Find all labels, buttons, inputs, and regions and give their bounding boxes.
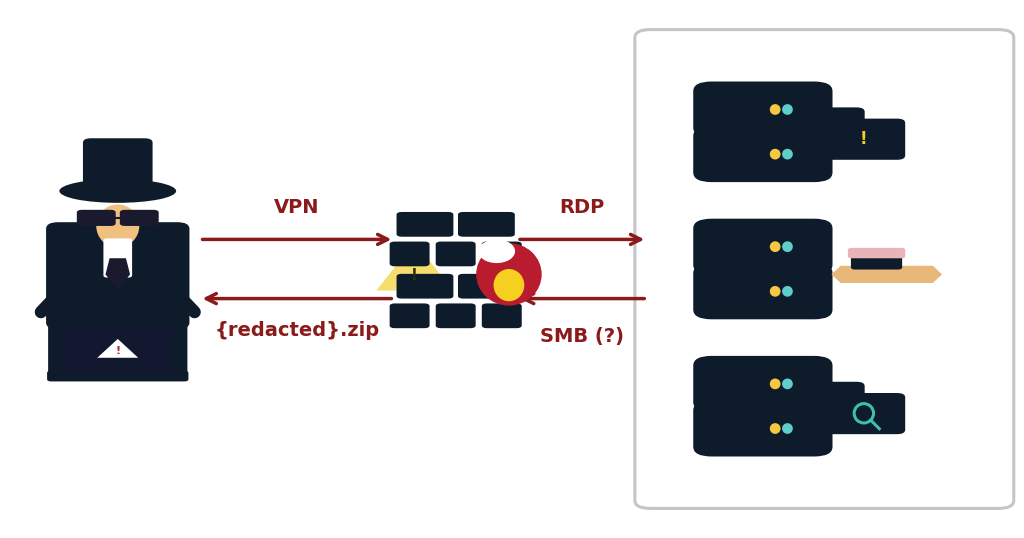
Ellipse shape <box>782 423 793 434</box>
Polygon shape <box>105 258 130 291</box>
Ellipse shape <box>782 378 793 390</box>
FancyBboxPatch shape <box>436 303 475 328</box>
FancyBboxPatch shape <box>693 219 833 275</box>
FancyBboxPatch shape <box>693 400 833 456</box>
Text: !: ! <box>860 130 867 148</box>
FancyBboxPatch shape <box>47 371 188 381</box>
FancyBboxPatch shape <box>851 252 902 270</box>
Text: {redacted}.zip: {redacted}.zip <box>214 321 380 341</box>
Ellipse shape <box>770 104 780 115</box>
FancyBboxPatch shape <box>436 242 475 266</box>
FancyBboxPatch shape <box>63 325 172 375</box>
FancyBboxPatch shape <box>83 138 153 195</box>
FancyBboxPatch shape <box>396 212 454 237</box>
FancyBboxPatch shape <box>458 212 515 237</box>
Ellipse shape <box>770 241 780 252</box>
Ellipse shape <box>478 239 515 263</box>
FancyBboxPatch shape <box>693 82 833 138</box>
FancyBboxPatch shape <box>815 393 905 434</box>
FancyBboxPatch shape <box>815 382 864 404</box>
Ellipse shape <box>782 104 793 115</box>
Ellipse shape <box>494 269 524 301</box>
FancyBboxPatch shape <box>77 210 116 226</box>
Ellipse shape <box>770 378 780 390</box>
Text: VPN: VPN <box>274 197 319 217</box>
Ellipse shape <box>59 179 176 203</box>
Ellipse shape <box>770 286 780 297</box>
Ellipse shape <box>770 149 780 160</box>
FancyBboxPatch shape <box>458 274 515 299</box>
Text: SMB (?): SMB (?) <box>540 327 624 346</box>
Ellipse shape <box>770 423 780 434</box>
Ellipse shape <box>96 204 139 247</box>
FancyBboxPatch shape <box>848 248 905 258</box>
Ellipse shape <box>476 243 542 306</box>
FancyBboxPatch shape <box>46 222 189 329</box>
Polygon shape <box>377 242 453 291</box>
Polygon shape <box>831 266 942 283</box>
FancyBboxPatch shape <box>693 264 833 320</box>
FancyBboxPatch shape <box>481 303 521 328</box>
FancyBboxPatch shape <box>48 316 187 381</box>
FancyBboxPatch shape <box>103 238 132 278</box>
Text: !: ! <box>115 346 121 356</box>
FancyBboxPatch shape <box>481 242 521 266</box>
Ellipse shape <box>782 149 793 160</box>
FancyBboxPatch shape <box>120 210 159 226</box>
Ellipse shape <box>782 286 793 297</box>
FancyBboxPatch shape <box>389 242 430 266</box>
FancyBboxPatch shape <box>396 274 454 299</box>
FancyBboxPatch shape <box>815 119 905 160</box>
FancyBboxPatch shape <box>635 30 1014 508</box>
Polygon shape <box>97 339 138 358</box>
FancyBboxPatch shape <box>389 303 430 328</box>
FancyBboxPatch shape <box>693 126 833 182</box>
Text: !: ! <box>412 267 418 282</box>
Ellipse shape <box>782 241 793 252</box>
Text: RDP: RDP <box>559 197 604 217</box>
FancyBboxPatch shape <box>815 108 864 129</box>
FancyBboxPatch shape <box>693 356 833 412</box>
